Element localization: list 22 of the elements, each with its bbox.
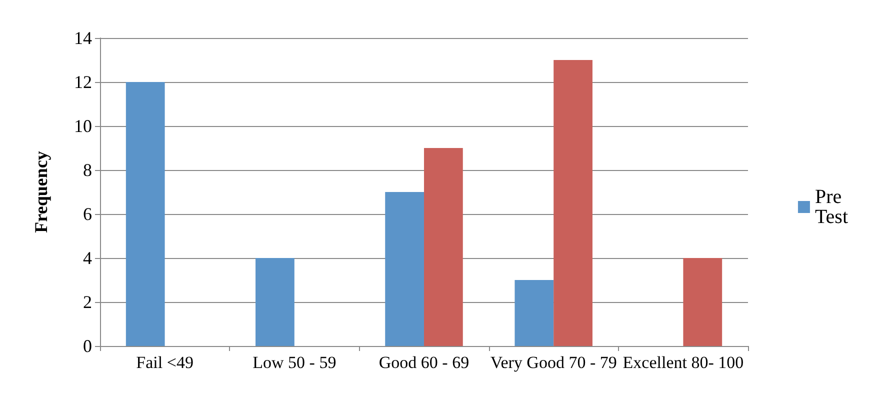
y-tick-label: 10 bbox=[74, 116, 92, 136]
x-tick-label: Low 50 - 59 bbox=[252, 353, 336, 372]
bar bbox=[514, 280, 554, 346]
y-tick-label: 4 bbox=[83, 248, 92, 268]
bar bbox=[126, 82, 165, 346]
bar bbox=[385, 192, 424, 346]
y-axis-title: Frequency bbox=[31, 151, 51, 233]
y-tick-label: 8 bbox=[83, 160, 92, 180]
legend-label: Pre Test bbox=[814, 186, 848, 228]
x-tick-label: Good 60 - 69 bbox=[378, 353, 470, 372]
y-tick-label: 12 bbox=[74, 72, 92, 92]
bar bbox=[683, 258, 722, 346]
bar bbox=[554, 60, 592, 346]
bar bbox=[424, 148, 463, 346]
y-tick-label: 0 bbox=[83, 336, 92, 356]
bar bbox=[256, 258, 294, 346]
x-tick-label: Fail <49 bbox=[136, 353, 194, 372]
x-tick-label: Very Good 70 - 79 bbox=[490, 353, 617, 372]
y-tick-label: 14 bbox=[74, 28, 92, 48]
y-tick-label: 2 bbox=[83, 292, 92, 312]
y-tick-label: 6 bbox=[83, 204, 92, 224]
x-tick-label: Excellent 80- 100 bbox=[622, 353, 744, 372]
